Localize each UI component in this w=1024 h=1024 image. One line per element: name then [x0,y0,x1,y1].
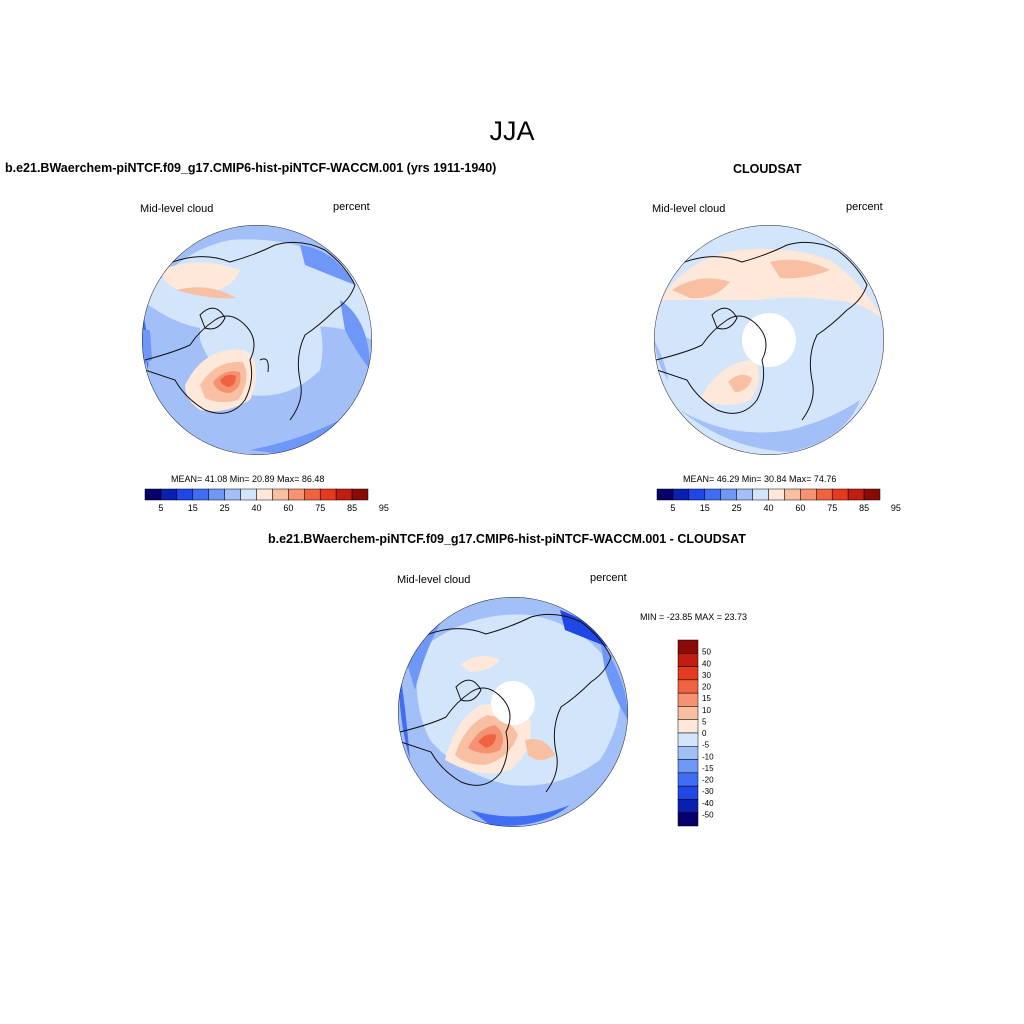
colorbar-tick-label: -50 [702,810,714,819]
diff-stats: MIN = -23.85 MAX = 23.73 [640,612,748,622]
colorbar-cell [752,488,769,501]
colorbar-cell [816,488,833,501]
colorbar-cell [831,488,849,501]
colorbar-cell [677,732,699,747]
colorbar-cell [677,639,699,654]
colorbar-cell [256,488,273,501]
colorbar-cell [677,719,699,734]
colorbar-cell [677,812,699,827]
obs-polar-map [654,225,884,455]
colorbar-cell [144,488,162,501]
colorbar-tick-label: 15 [702,694,711,703]
obs-variable-label: Mid-level cloud [652,203,726,215]
model-colorbar: 5 15 25 40 60 75 85 95 [144,488,389,513]
colorbar-tick-label: 20 [702,683,711,692]
colorbar-cell [304,488,321,501]
colorbar-cell [335,488,353,501]
colorbar-cell [784,488,801,501]
colorbar-cell [240,488,257,501]
colorbar-tick-label: 15 [188,503,198,513]
colorbar-tick-label: -20 [702,776,714,785]
colorbar-cell [677,666,699,681]
obs-units-label: percent [846,201,883,213]
colorbar-cell [847,488,865,501]
model-variable-label: Mid-level cloud [140,203,214,215]
colorbar-cell [656,488,674,501]
colorbar-tick-label: -10 [702,752,714,761]
colorbar-tick-label: 5 [702,717,707,726]
colorbar-tick-label: -5 [702,741,710,750]
colorbar-tick-label: 95 [891,503,901,513]
colorbar-cell [688,488,706,501]
colorbar-cell [677,706,699,720]
colorbar-cell [208,488,225,501]
colorbar-tick-label: 40 [702,659,711,668]
diff-variable-label: Mid-level cloud [397,574,471,586]
colorbar-tick-label: 25 [732,503,742,513]
colorbar-tick-label: 85 [347,503,357,513]
colorbar-tick-label: 15 [700,503,710,513]
obs-panel-title: CLOUDSAT [733,162,802,176]
colorbar-cell [736,488,753,501]
colorbar-cell [160,488,178,501]
figure-title: JJA [489,116,535,146]
colorbar-tick-label: 60 [795,503,805,513]
colorbar-tick-label: 25 [220,503,230,513]
colorbar-tick-label: 60 [283,503,293,513]
colorbar-tick-label: 5 [670,503,675,513]
colorbar-tick-label: 75 [315,503,325,513]
colorbar-tick-label: 0 [702,729,707,738]
diff-polar-map [398,597,628,827]
model-polar-map [142,225,372,455]
colorbar-cell [677,679,699,694]
colorbar-tick-label: 75 [827,503,837,513]
colorbar-cell [272,488,289,501]
colorbar-cell [720,488,737,501]
colorbar-cell [288,488,305,501]
colorbar-tick-label: 10 [702,706,711,715]
model-stats: MEAN= 41.08 Min= 20.89 Max= 86.48 [171,474,325,484]
colorbar-tick-label: 5 [158,503,163,513]
diff-panel-title: b.e21.BWaerchem-piNTCF.f09_g17.CMIP6-his… [268,532,746,546]
colorbar-cell [176,488,194,501]
obs-stats: MEAN= 46.29 Min= 30.84 Max= 74.76 [683,474,837,484]
colorbar-tick-label: 40 [251,503,261,513]
obs-colorbar: 5 15 25 40 60 75 85 95 [656,488,901,513]
colorbar-cell [224,488,241,501]
colorbar-cell [677,759,699,774]
colorbar-cell [677,692,699,707]
colorbar-cell [768,488,785,501]
colorbar-cell [351,488,369,501]
colorbar-cell [677,653,699,667]
colorbar-cell [800,488,817,501]
colorbar-cell [677,746,699,760]
colorbar-cell [192,488,209,501]
colorbar-tick-label: -40 [702,799,714,808]
model-units-label: percent [333,201,370,213]
colorbar-cell [319,488,337,501]
model-panel-title: b.e21.BWaerchem-piNTCF.f09_g17.CMIP6-his… [5,161,497,175]
colorbar-cell [672,488,690,501]
colorbar-tick-label: 95 [379,503,389,513]
colorbar-tick-label: 30 [702,671,711,680]
colorbar-tick-label: 85 [859,503,869,513]
colorbar-cell [704,488,721,501]
colorbar-cell [677,772,699,787]
colorbar-tick-label: 50 [702,648,711,657]
colorbar-cell [677,785,699,800]
colorbar-tick-label: -30 [702,787,714,796]
colorbar-cell [863,488,881,501]
diff-units-label: percent [590,572,627,584]
colorbar-cell [677,799,699,813]
colorbar-tick-label: -15 [702,764,714,773]
colorbar-tick-label: 40 [763,503,773,513]
